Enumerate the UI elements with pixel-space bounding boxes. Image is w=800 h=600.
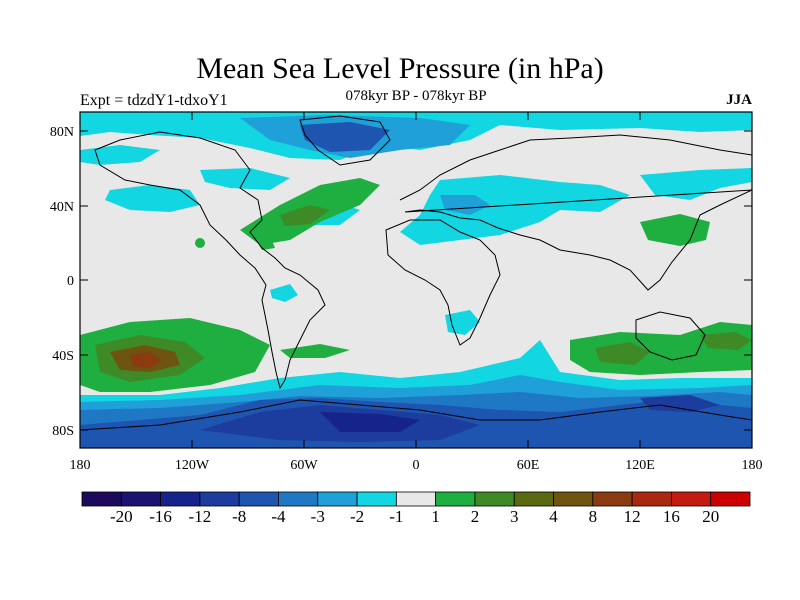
greenland-low-core: [300, 122, 390, 152]
colorbar-label: 4: [549, 507, 558, 526]
npacific-neg: [105, 185, 200, 212]
colorbar-labels: -20 -16 -12 -8 -4 -3 -2 -1 1 2 3 4 8 12 16 20: [110, 507, 719, 526]
natlantic-pos-core: [280, 205, 330, 226]
colorbar: [81, 491, 751, 507]
experiment-label: Expt = tdzdY1-tdxoY1: [80, 92, 228, 109]
colorbar-swatch: [435, 491, 476, 507]
colorbar-swatch: [631, 491, 672, 507]
gulf-pos: [255, 236, 275, 250]
australia-coast: [635, 311, 706, 361]
colorbar-swatch: [474, 491, 515, 507]
colorbar-label: -16: [149, 507, 172, 526]
npacific-east-neg: [640, 168, 752, 200]
y-axis-ticks: [80, 130, 752, 431]
wpacific-pos: [640, 214, 710, 246]
mediterranean-neg-core: [440, 195, 490, 215]
colorbar-swatch: [592, 491, 633, 507]
ytick-80s: 80S: [52, 424, 74, 439]
colorbar-swatch: [553, 491, 594, 507]
x-axis-labels: 180 120W 60W 0 60E 120E 180: [70, 458, 763, 473]
colorbar-swatch: [120, 491, 161, 507]
eurasia-coast: [399, 134, 752, 291]
colorbar-swatch: [160, 491, 201, 507]
colorbar-label: 2: [471, 507, 480, 526]
xtick-0: 0: [413, 458, 420, 473]
antarctica-coast: [80, 399, 752, 431]
colorbar-swatch: [199, 491, 240, 507]
antarctic-east-neg: [640, 395, 720, 412]
y-axis-labels: 80N 40N 0 40S 80S: [50, 125, 74, 439]
ytick-0: 0: [67, 274, 74, 289]
ytick-80n: 80N: [50, 125, 74, 140]
colorbar-label: -12: [189, 507, 212, 526]
antarctic-neg-core: [320, 412, 420, 432]
map-title: Mean Sea Level Pressure (in hPa): [196, 52, 604, 85]
ytick-40n: 40N: [50, 200, 74, 215]
colorbar-label: -3: [311, 507, 325, 526]
colorbar-swatch: [317, 491, 358, 507]
pressure-field: [80, 112, 752, 448]
colorbar-label: 20: [702, 507, 719, 526]
xtick-60e: 60E: [517, 458, 540, 473]
colorbar-label: -1: [389, 507, 403, 526]
stasman-pos-core: [700, 332, 752, 350]
pacific-n-neg: [80, 145, 160, 165]
greenland-coast: [299, 115, 391, 166]
colorbar-swatch: [238, 491, 279, 507]
ytick-40s: 40S: [52, 349, 74, 364]
colorbar-label: 12: [624, 507, 641, 526]
colorbar-swatch: [395, 491, 437, 507]
colorbar-swatch: [278, 491, 319, 507]
colorbar-label: 1: [431, 507, 440, 526]
colorbar-label: 8: [589, 507, 598, 526]
xtick-120e: 120E: [625, 458, 655, 473]
period-label: 078kyr BP - 078kyr BP: [345, 88, 487, 104]
xtick-180e: 180: [742, 458, 763, 473]
africa-coast: [385, 219, 501, 346]
xtick-180w: 180: [70, 458, 91, 473]
colorbar-label: 3: [510, 507, 519, 526]
spacific-pos-core: [130, 352, 162, 368]
season-label: JJA: [726, 92, 752, 108]
small-pos: [195, 238, 205, 248]
xtick-60w: 60W: [290, 458, 318, 473]
x-axis-ticks: [191, 112, 641, 448]
colorbar-label: -2: [350, 507, 364, 526]
americas-coast: [94, 131, 326, 390]
eurasia-neg: [400, 175, 630, 245]
coastlines: [80, 115, 752, 431]
xtick-120w: 120W: [175, 458, 210, 473]
colorbar-swatch: [356, 491, 397, 507]
colorbar-swatch: [710, 491, 751, 507]
samerica-neg: [270, 284, 298, 302]
satlantic-pos: [280, 344, 350, 358]
colorbar-label: -20: [110, 507, 133, 526]
colorbar-label: -8: [232, 507, 246, 526]
colorbar-swatch: [81, 491, 122, 507]
sindian-pos-core: [595, 342, 650, 365]
colorbar-label: 16: [663, 507, 680, 526]
colorbar-label: -4: [271, 507, 286, 526]
colorbar-swatch: [671, 491, 712, 507]
colorbar-swatch: [513, 491, 554, 507]
